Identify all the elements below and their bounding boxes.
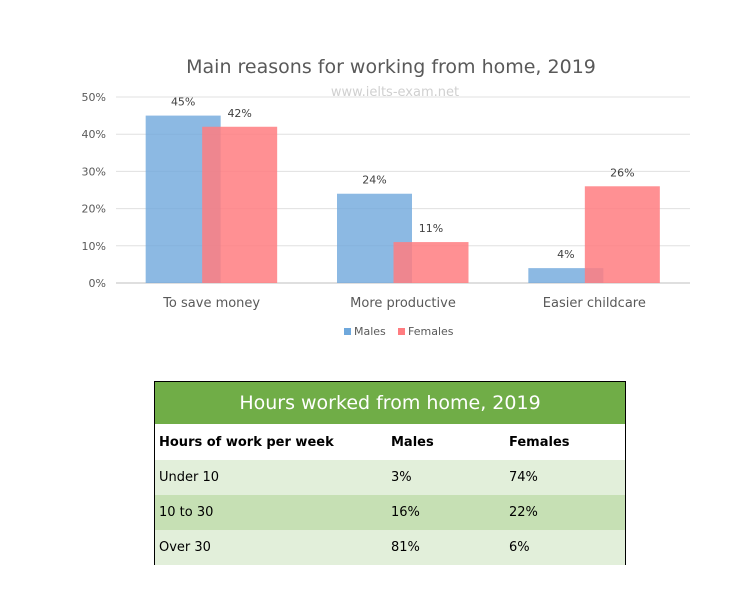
- table-cell-females: 22%: [505, 495, 625, 530]
- bar-females: [202, 126, 278, 283]
- table-row: 10 to 30 16% 22%: [155, 495, 625, 530]
- data-label: 26%: [610, 166, 634, 179]
- table-title: Hours worked from home, 2019: [155, 382, 625, 425]
- y-tick-label: 50%: [82, 91, 106, 104]
- bar-males: [528, 268, 604, 283]
- table-row: Over 30 81% 6%: [155, 530, 625, 565]
- legend-label-males: Males: [354, 325, 386, 338]
- chart-title: Main reasons for working from home, 2019: [186, 56, 596, 78]
- legend-swatch-females: [398, 328, 405, 335]
- bar-females: [393, 242, 469, 283]
- table-cell-hours: Over 30: [155, 530, 387, 565]
- x-category-label: Easier childcare: [543, 296, 646, 311]
- column-header-males: Males: [387, 425, 505, 460]
- table-cell-males: 3%: [387, 460, 505, 495]
- y-tick-label: 40%: [82, 128, 106, 141]
- watermark-text: www.ielts-exam.net: [331, 85, 459, 100]
- bar-chart: Main reasons for working from home, 2019…: [82, 56, 690, 338]
- table-cell-males: 81%: [387, 530, 505, 565]
- y-tick-label: 30%: [82, 165, 106, 178]
- table-row: Under 10 3% 74%: [155, 460, 625, 495]
- y-tick-label: 10%: [82, 240, 106, 253]
- column-header-hours: Hours of work per week: [155, 425, 387, 460]
- data-label: 24%: [362, 174, 386, 187]
- table-cell-males: 16%: [387, 495, 505, 530]
- table-cell-hours: 10 to 30: [155, 495, 387, 530]
- bar-females: [584, 186, 660, 283]
- legend-swatch-males: [344, 328, 351, 335]
- data-label: 42%: [227, 107, 251, 120]
- y-tick-label: 20%: [82, 203, 106, 216]
- hours-table: Hours worked from home, 2019 Hours of wo…: [154, 381, 626, 565]
- table-cell-females: 74%: [505, 460, 625, 495]
- data-label: 4%: [557, 248, 574, 261]
- table-cell-females: 6%: [505, 530, 625, 565]
- data-label: 11%: [419, 222, 443, 235]
- column-header-females: Females: [505, 425, 625, 460]
- legend-label-females: Females: [408, 325, 454, 338]
- x-category-label: To save money: [162, 296, 260, 311]
- table-header-row: Hours of work per week Males Females: [155, 425, 625, 460]
- y-tick-label: 0%: [89, 277, 106, 290]
- table-cell-hours: Under 10: [155, 460, 387, 495]
- x-category-label: More productive: [350, 296, 456, 311]
- data-label: 45%: [171, 96, 195, 109]
